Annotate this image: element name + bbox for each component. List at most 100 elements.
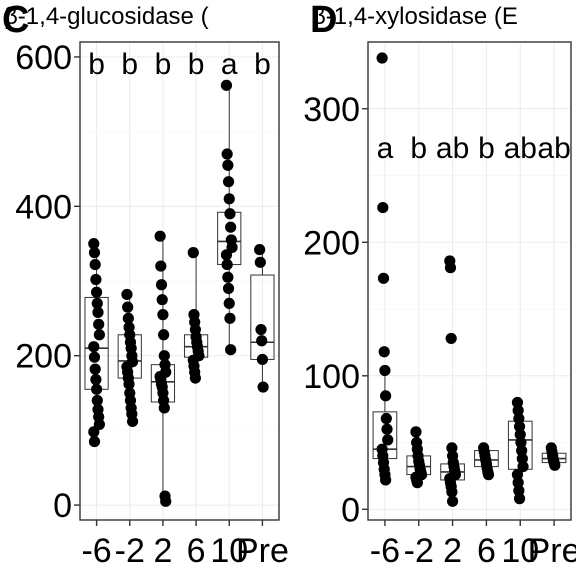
panel-d-data-point: [515, 436, 527, 449]
panel-c-significance-letter: b: [188, 48, 205, 81]
panel-c-data-point: [220, 79, 233, 91]
panel-d-data-point: [512, 477, 524, 489]
panel-d-x-tick-label: 2: [443, 532, 462, 570]
panel-c-data-point: [158, 350, 170, 362]
panel-c-data-point: [156, 294, 168, 306]
panel-d-data-point: [513, 420, 526, 433]
panel-c-data-point: [91, 297, 103, 310]
panel-d-data-point: [482, 469, 495, 481]
panel-c-significance-letter: a: [221, 48, 238, 81]
panel-c-significance-letter: b: [121, 48, 138, 81]
panel-d-data-point: [513, 493, 526, 505]
panel-c-x-tick-label: -2: [115, 532, 145, 570]
panel-d-x-tick-label: -2: [404, 532, 434, 570]
panel-c-significance-letter: b: [254, 48, 271, 81]
panel-c-data-point: [93, 318, 105, 330]
panel-c-y-tick-label: 400: [15, 188, 72, 226]
panel-c-y-tick-label: 600: [15, 39, 72, 77]
panel-c-data-point: [256, 353, 269, 366]
panel-d-data-point: [517, 460, 529, 473]
panel-c-title: β-1,4-glucosidase (: [4, 3, 209, 30]
panel-c-data-point: [155, 260, 167, 272]
panel-c-data-point: [90, 286, 103, 298]
panel-c-data-point: [255, 323, 267, 336]
panel-d-data-point: [378, 346, 390, 358]
panel-c-data-point: [224, 208, 236, 220]
panel-d-plot-area: [368, 42, 571, 520]
panel-c-data-point: [254, 256, 266, 268]
panel-c-data-point: [154, 230, 166, 242]
panel-d-data-point: [380, 390, 392, 402]
panel-c-y-tick-label: 0: [53, 487, 72, 525]
panel-c-data-point: [88, 341, 100, 353]
panel-c-data-point: [257, 381, 269, 393]
panel-d-significance-letter: ab: [504, 132, 537, 165]
panel-d-data-point: [516, 452, 528, 465]
panel-d-data-point: [411, 477, 423, 489]
panel-c-x-tick-label: 2: [153, 532, 172, 570]
panel-c-data-point: [254, 244, 266, 256]
panel-c-data-point: [89, 363, 101, 375]
panel-c-data-point: [220, 249, 233, 261]
panel-c: β-1,4-glucosidase ( C 0 200 400 600 -6 -2 2 6 10…: [2, 0, 289, 570]
panel-d-data-point: [512, 404, 524, 417]
panel-d-panel-border: [367, 41, 572, 521]
panel-d-title: β-1,4-xylosidase (E: [312, 3, 518, 30]
panel-d-data-point: [511, 469, 524, 481]
panel-c-letter: C: [2, 0, 29, 41]
panel-c-data-point: [88, 351, 101, 363]
panel-d-data-point: [446, 486, 458, 498]
panel-c-data-point: [187, 247, 199, 259]
panel-c-data-point: [256, 335, 268, 347]
panel-c-data-point: [222, 176, 235, 188]
panel-d-x-tick-label: Pre: [528, 532, 576, 570]
panel-c-data-point: [189, 372, 201, 384]
panel-d-data-point: [446, 495, 459, 507]
panel-c-data-point: [157, 309, 169, 321]
panel-c-x-tick-label: 6: [187, 532, 206, 570]
panel-c-data-point: [221, 258, 233, 271]
panel-c-significance-letter: b: [88, 48, 105, 81]
panel-c-data-point: [222, 282, 235, 295]
panel-c-data-point: [89, 258, 101, 271]
panel-c-data-point: [158, 402, 170, 414]
panel-d-significance-letter: ab: [436, 132, 469, 165]
panel-d-data-point: [380, 474, 392, 486]
panel-c-data-point: [224, 312, 236, 324]
panel-d-significance-letter: b: [410, 132, 427, 165]
panel-c-data-point: [88, 426, 100, 438]
panel-d-data-point: [513, 485, 525, 497]
panel-c-data-point: [88, 238, 100, 250]
panel-d-data-point: [444, 262, 457, 274]
panel-d-data-point: [376, 52, 388, 64]
panel-d-data-point: [549, 459, 561, 471]
panel-c-data-point: [225, 221, 237, 233]
panel-d-y-tick-label: 0: [341, 491, 360, 529]
panel-c-data-point: [88, 435, 101, 448]
panel-c-data-point: [122, 312, 134, 324]
panel-c-panel-border: [79, 41, 280, 521]
panel-d-data-point: [446, 442, 458, 454]
panel-c-data-point: [122, 301, 134, 313]
panel-c-data-point: [155, 279, 168, 291]
panel-d-data-point: [382, 434, 394, 446]
panel-d-data-point: [377, 201, 389, 214]
panel-d-x-tick-label: 6: [477, 532, 496, 570]
panel-d-data-point: [516, 444, 528, 457]
panel-d-x-tick-label: 10: [501, 532, 539, 570]
panel-c-data-point: [126, 415, 139, 428]
panel-d-data-point: [410, 426, 422, 438]
panel-d-data-point: [445, 332, 457, 345]
panel-d-y-tick-label: 100: [303, 358, 360, 396]
panel-c-data-point: [92, 306, 104, 318]
panel-c-data-point: [222, 159, 234, 171]
panel-d-significance-letter: ab: [537, 132, 570, 165]
panel-c-data-point: [221, 148, 233, 160]
panel-c-data-point: [225, 344, 237, 356]
panel-c-data-point: [223, 297, 235, 310]
panel-c-data-point: [90, 273, 102, 286]
panel-c-data-point: [121, 288, 133, 301]
panel-d-y-tick-label: 200: [303, 224, 360, 262]
